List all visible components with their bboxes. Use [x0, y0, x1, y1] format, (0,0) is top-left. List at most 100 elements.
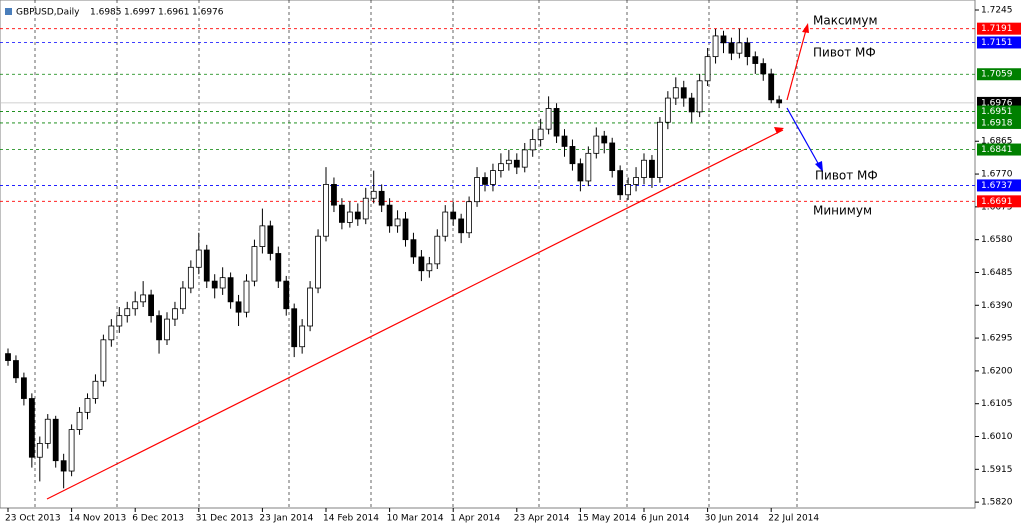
candle-body	[521, 149, 528, 168]
x-tick-label: 23 Oct 2013	[5, 514, 61, 524]
candle-body	[140, 294, 147, 303]
candle-body	[442, 211, 449, 237]
candle-body	[331, 184, 337, 206]
y-tick-label: 1.5820	[981, 498, 1013, 508]
candle-body	[164, 318, 170, 341]
level-label-box	[977, 36, 1021, 49]
candle-body	[267, 225, 274, 254]
candle-body	[92, 380, 99, 399]
candle-body	[156, 315, 162, 341]
candle-body	[482, 177, 488, 185]
candle-body	[291, 308, 298, 348]
level-label: 1.7191	[981, 24, 1013, 34]
header-value: 1.6985	[90, 8, 122, 18]
level-label-box	[977, 195, 1021, 208]
y-tick-label: 1.5915	[981, 465, 1013, 475]
y-tick-label: 1.6580	[981, 235, 1013, 245]
candle-body	[195, 249, 202, 268]
candle-body	[338, 204, 345, 223]
candle-body	[36, 443, 43, 458]
candle-body	[625, 184, 631, 196]
candle-body	[585, 152, 592, 182]
candle-body	[712, 35, 719, 58]
annotation: Пивот МФ	[815, 169, 878, 183]
candle-body	[275, 253, 282, 282]
candle-body	[617, 170, 624, 196]
level-label: 1.6691	[981, 197, 1013, 207]
candle-body	[664, 97, 671, 123]
x-tick-label: 10 Mar 2014	[387, 514, 444, 524]
candle-body	[720, 35, 727, 44]
candle-body	[68, 429, 75, 472]
candle-body	[577, 163, 584, 182]
candle-body	[641, 159, 647, 178]
candle-body	[450, 211, 457, 220]
candle-body	[172, 308, 178, 320]
candle-body	[187, 266, 194, 289]
arrow-up	[786, 29, 807, 101]
candle-body	[426, 263, 433, 272]
x-tick-label: 14 Nov 2013	[69, 514, 127, 524]
candle-body	[752, 56, 759, 64]
header-value: 1.6997	[124, 8, 156, 18]
candle-body	[593, 135, 600, 154]
candle-body	[323, 184, 329, 237]
candle-body	[13, 360, 19, 379]
candle-body	[394, 218, 401, 227]
candle-body	[148, 294, 155, 317]
candle-body	[251, 246, 258, 282]
x-tick-label: 23 Apr 2014	[514, 514, 570, 524]
level-label-box	[977, 105, 1021, 118]
y-tick-label: 1.6010	[981, 432, 1013, 442]
candle-body	[561, 135, 568, 147]
candle-body	[609, 142, 616, 171]
candle-body	[410, 239, 417, 258]
candle-body	[203, 249, 210, 282]
candle-body	[513, 159, 520, 168]
y-tick-label: 1.6675	[981, 202, 1013, 212]
candle-body	[680, 87, 687, 99]
level-label: 1.6976	[981, 98, 1013, 108]
level-label: 1.6841	[981, 145, 1013, 155]
x-tick-label: 23 Jan 2014	[259, 514, 313, 524]
x-tick-label: 1 Apr 2014	[450, 514, 500, 524]
candle-body	[315, 235, 321, 289]
annotation: Максимум	[813, 14, 878, 28]
candle-body	[466, 201, 473, 234]
candle-body	[378, 190, 385, 206]
level-label-box	[977, 22, 1021, 35]
candle-body	[736, 42, 743, 54]
y-tick-label: 1.6770	[981, 170, 1013, 180]
y-tick-label: 1.6865	[981, 137, 1013, 147]
candle-body	[219, 277, 226, 289]
candle-body	[283, 280, 290, 310]
x-tick-label: 6 Dec 2013	[132, 514, 184, 524]
candle-body	[124, 308, 131, 317]
level-label-box	[977, 143, 1021, 156]
candle-body	[688, 97, 695, 113]
candle-body	[704, 56, 711, 82]
level-label: 1.6918	[981, 118, 1013, 128]
arrow-down	[786, 107, 820, 166]
candle-body	[768, 73, 775, 101]
level-label: 1.6737	[981, 181, 1013, 191]
candle-body	[497, 163, 504, 171]
candle-body	[569, 146, 576, 165]
candle-body	[505, 159, 512, 165]
y-tick-label: 1.6295	[981, 334, 1013, 344]
level-label: 1.7059	[981, 70, 1013, 80]
candle-body	[696, 80, 703, 113]
annotation: Минимум	[813, 204, 872, 218]
level-label: 1.6951	[981, 107, 1013, 117]
candle-body	[657, 121, 663, 178]
candle-body	[386, 204, 393, 227]
candle-body	[259, 225, 266, 247]
candle-body	[5, 353, 11, 361]
candle-body	[307, 287, 314, 327]
candle-body	[132, 301, 139, 310]
candle-body	[529, 139, 536, 151]
candle-body	[370, 190, 377, 199]
annotation: Пивот МФ	[813, 46, 876, 60]
candle-body	[76, 411, 83, 431]
candle-body	[100, 339, 107, 382]
